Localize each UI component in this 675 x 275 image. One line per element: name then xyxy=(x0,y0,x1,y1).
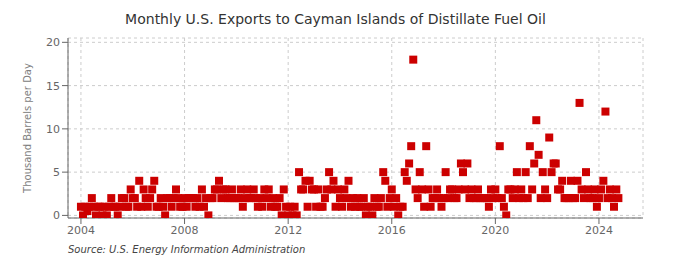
svg-text:2020: 2020 xyxy=(481,224,509,237)
svg-text:5: 5 xyxy=(53,166,60,179)
svg-text:0: 0 xyxy=(53,209,60,222)
svg-text:20: 20 xyxy=(46,36,60,49)
svg-text:2008: 2008 xyxy=(171,224,199,237)
svg-text:2016: 2016 xyxy=(378,224,406,237)
svg-text:15: 15 xyxy=(46,80,60,93)
svg-text:2004: 2004 xyxy=(67,224,95,237)
svg-text:2024: 2024 xyxy=(585,224,613,237)
html-text:Source: U.S. Energy Informatio: Source: U.S. Energy Information Administ… xyxy=(68,244,306,255)
html-text:Monthly U.S. Exports to Cayman: Monthly U.S. Exports to Cayman Islands o… xyxy=(125,11,546,27)
svg-text:2012: 2012 xyxy=(274,224,302,237)
svg-text:10: 10 xyxy=(46,123,60,136)
svg-text:Thousand Barrels per Day: Thousand Barrels per Day xyxy=(22,63,33,194)
